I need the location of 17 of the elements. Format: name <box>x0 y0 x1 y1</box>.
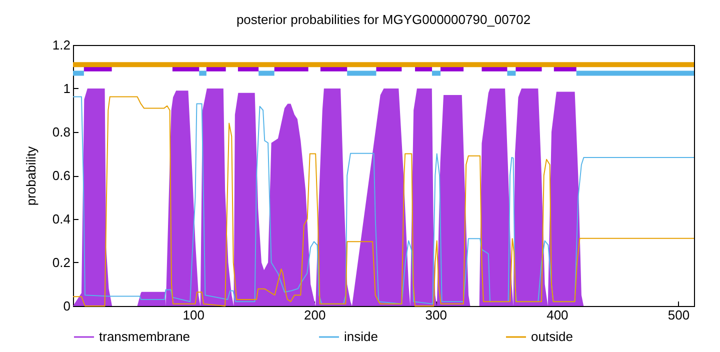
y-tick-label: 1.2 <box>52 38 70 52</box>
legend-label: transmembrane <box>99 329 190 344</box>
x-tick-label: 100 <box>182 308 204 322</box>
chart-title: posterior probabilities for MGYG000000790_00702 <box>236 12 531 27</box>
y-tick-label: 0.6 <box>52 168 70 183</box>
y-tick-label: 0 <box>63 298 70 314</box>
x-tick-label: 300 <box>425 308 448 322</box>
y-tick-label: 1 <box>63 81 70 96</box>
y-tick-label: 0.2 <box>52 255 70 270</box>
x-tick-label: 200 <box>304 308 326 322</box>
x-tick-label: 500 <box>668 308 690 322</box>
y-tick-label: 0.8 <box>52 124 70 140</box>
x-tick-label: 400 <box>546 308 568 322</box>
y-axis-title: probability <box>23 146 38 206</box>
y-tick-label: 0.4 <box>52 212 70 226</box>
legend-label: inside <box>344 329 378 344</box>
legend-label: outside <box>531 329 573 344</box>
